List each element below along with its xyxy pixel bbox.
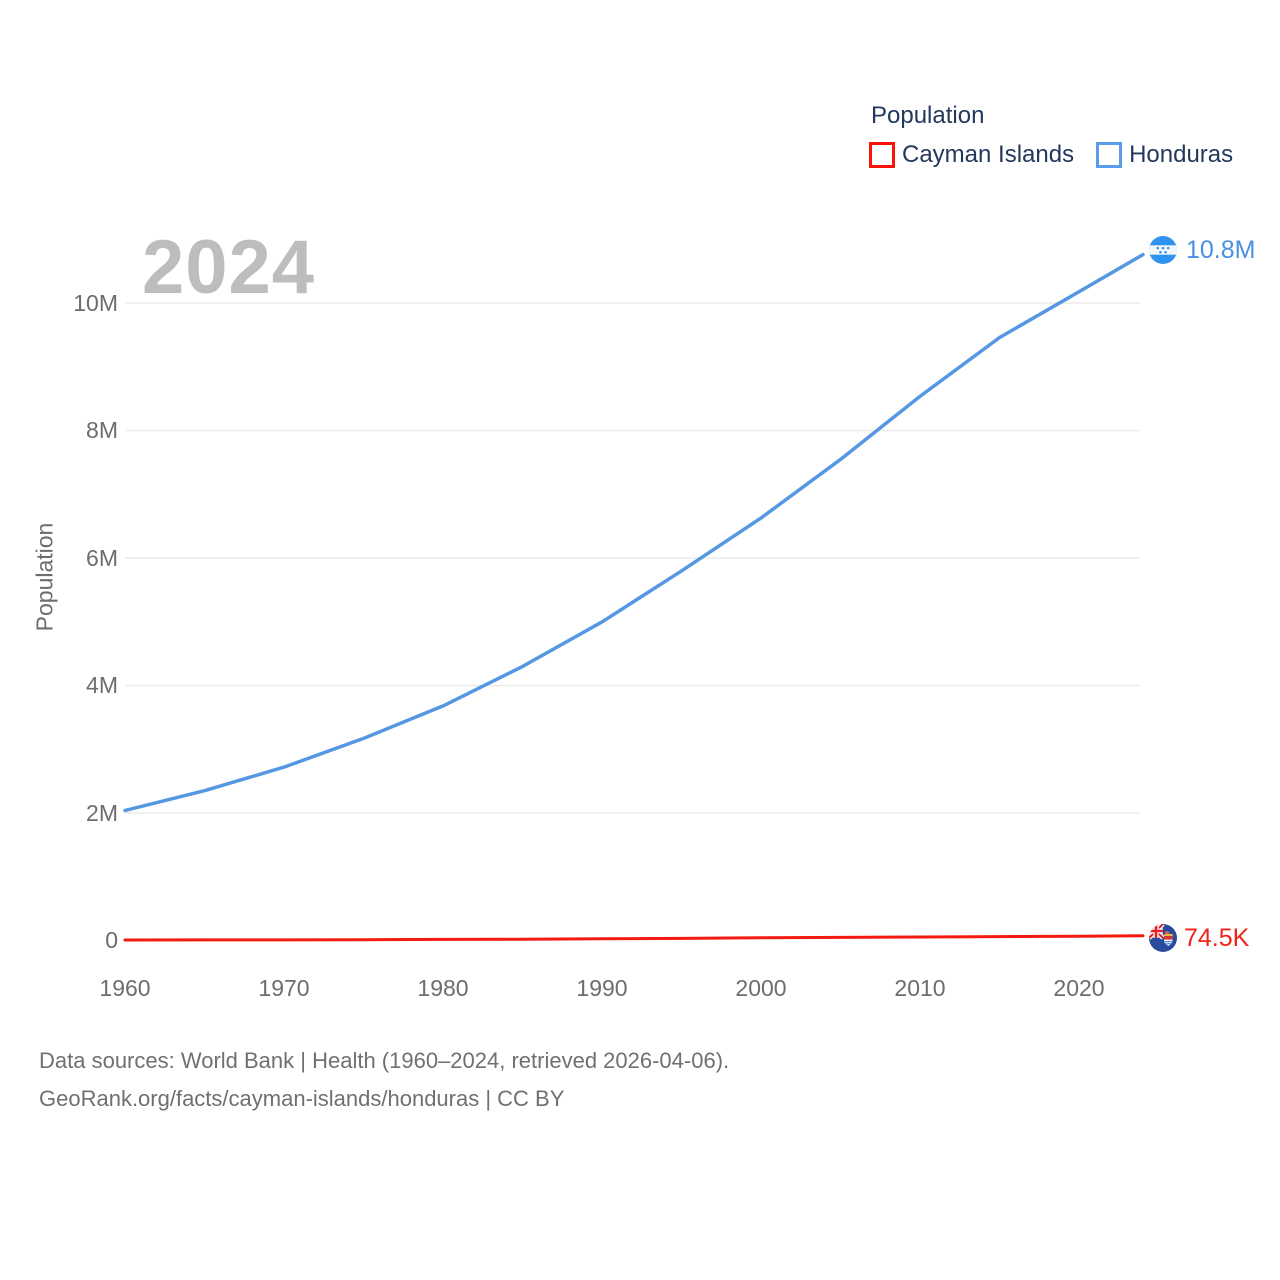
x-tick-2000: 2000: [735, 975, 787, 1001]
legend-item-cayman-islands[interactable]: Cayman Islands: [869, 141, 1074, 169]
legend-title: Population: [871, 102, 985, 129]
x-tick-1970: 1970: [258, 975, 310, 1001]
series-line-honduras[interactable]: [123, 252, 1145, 813]
x-tick-1990: 1990: [576, 975, 628, 1001]
x-tick-2010: 2010: [894, 975, 946, 1001]
honduras-flag-icon: [1149, 236, 1177, 264]
legend: Cayman Islands Honduras: [869, 141, 1233, 169]
cayman-islands-flag-icon: [1149, 924, 1177, 952]
legend-label-cayman-islands: Cayman Islands: [902, 141, 1075, 168]
legend-item-honduras[interactable]: Honduras: [1096, 141, 1233, 169]
series-line-cayman-islands[interactable]: [123, 934, 1145, 942]
y-tick-8m: 8M: [86, 417, 118, 443]
attribution-text: GeoRank.org/facts/cayman-islands/hondura…: [39, 1086, 565, 1111]
y-tick-0: 0: [105, 927, 118, 953]
honduras-value-label: 10.8M: [1186, 236, 1256, 264]
data-sources-text: Data sources: World Bank | Health (1960–…: [39, 1048, 730, 1073]
y-tick-2m: 2M: [86, 800, 118, 826]
year-watermark: 2024: [142, 225, 316, 310]
y-tick-6m: 6M: [86, 545, 118, 571]
legend-label-honduras: Honduras: [1129, 141, 1234, 168]
y-tick-4m: 4M: [86, 672, 118, 698]
cayman-islands-swatch-icon: [869, 142, 895, 168]
y-tick-10m: 10M: [73, 290, 118, 316]
x-tick-1980: 1980: [417, 975, 469, 1001]
cayman-islands-value-label: 74.5K: [1184, 924, 1250, 952]
x-tick-2020: 2020: [1053, 975, 1105, 1001]
honduras-swatch-icon: [1096, 142, 1123, 168]
x-tick-1960: 1960: [99, 975, 151, 1001]
